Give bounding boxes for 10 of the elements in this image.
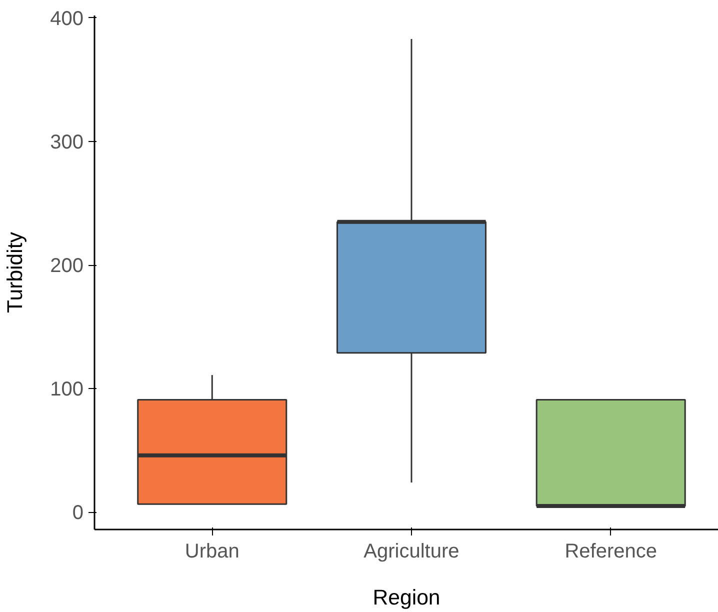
x-axis-title: Region [372,586,440,610]
y-axis-title: Turbidity [3,232,28,313]
y-tick-label: 100 [50,378,84,401]
y-tick-label: 0 [72,502,84,524]
y-tick-label: 400 [50,8,84,30]
y-tick-label: 200 [50,255,84,278]
y-tick-label: 300 [50,132,84,154]
x-tick-label: Agriculture [364,540,460,562]
x-tick-label: Reference [564,540,657,562]
x-tick-label: Urban [184,540,240,562]
